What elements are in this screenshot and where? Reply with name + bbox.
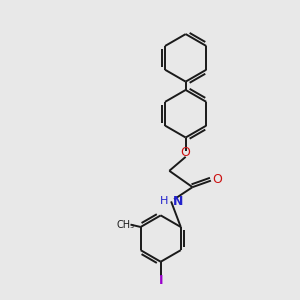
Text: N: N — [172, 195, 183, 208]
Text: H: H — [160, 196, 169, 206]
Text: CH₃: CH₃ — [116, 220, 134, 230]
Text: I: I — [158, 274, 163, 287]
Text: O: O — [212, 172, 222, 186]
Text: O: O — [181, 146, 190, 160]
